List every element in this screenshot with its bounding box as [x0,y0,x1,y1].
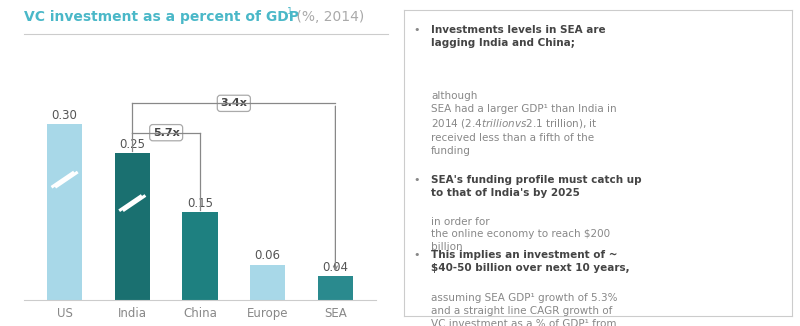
Text: in order for
the online economy to reach $200
billion: in order for the online economy to reach… [431,216,610,252]
Text: 0.25: 0.25 [119,138,146,151]
Bar [182,212,218,300]
Bar [318,276,353,300]
Text: 1: 1 [287,7,293,16]
Bar [47,124,82,300]
Text: 0.06: 0.06 [254,249,281,262]
Text: VC investment as a percent of GDP: VC investment as a percent of GDP [24,10,299,24]
Text: •: • [414,175,420,185]
Text: •: • [414,25,420,35]
Text: •: • [414,250,420,260]
Text: (%, 2014): (%, 2014) [292,10,364,24]
Text: 5.7x: 5.7x [153,128,179,138]
Text: 0.15: 0.15 [187,197,213,210]
Text: 0.04: 0.04 [322,261,348,274]
Text: 3.4x: 3.4x [221,98,247,108]
Bar [250,265,286,300]
Text: 0.30: 0.30 [52,109,78,122]
Bar [114,153,150,300]
Text: assuming SEA GDP¹ growth of 5.3%
and a straight line CAGR growth of
VC investmen: assuming SEA GDP¹ growth of 5.3% and a s… [431,293,618,326]
Text: This implies an investment of ~
$40-50 billion over next 10 years,: This implies an investment of ~ $40-50 b… [431,250,630,273]
Text: SEA's funding profile must catch up
to that of India's by 2025: SEA's funding profile must catch up to t… [431,175,642,198]
Text: although
SEA had a larger GDP¹ than India in
2014 ($2.4 trillion vs $2.1 trillio: although SEA had a larger GDP¹ than Indi… [431,91,617,156]
Text: Investments levels in SEA are
lagging India and China;: Investments levels in SEA are lagging In… [431,25,606,48]
